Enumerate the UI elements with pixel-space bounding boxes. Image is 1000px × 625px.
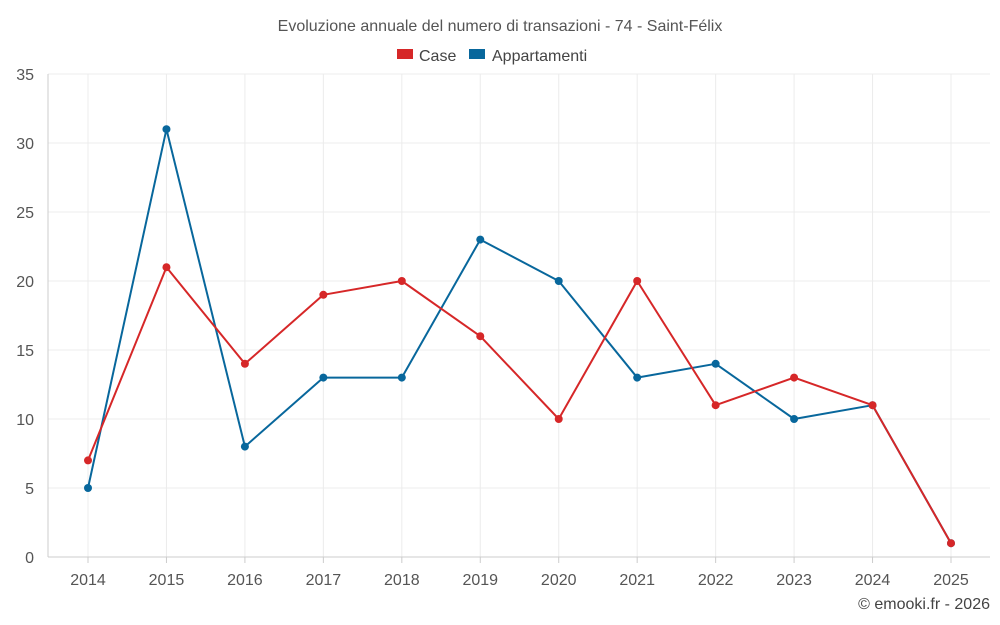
x-tick-label: 2015: [149, 572, 185, 589]
legend-label-appartamenti: Appartamenti: [492, 48, 587, 65]
data-point-case[interactable]: [947, 539, 955, 548]
x-tick-label: 2014: [70, 572, 106, 589]
data-point-case[interactable]: [554, 415, 563, 423]
data-point-appartamenti[interactable]: [711, 359, 720, 368]
x-tick-label: 2019: [462, 572, 498, 589]
grid: [48, 73, 990, 557]
data-point-appartamenti[interactable]: [476, 235, 485, 244]
y-tick-label: 25: [16, 205, 34, 222]
data-point-case[interactable]: [319, 290, 328, 299]
legend-swatch-case: [397, 49, 413, 59]
data-point-appartamenti[interactable]: [84, 484, 92, 492]
legend: Case Appartamenti: [397, 48, 587, 65]
y-tick-label: 15: [16, 343, 34, 360]
x-tick-label: 2020: [541, 572, 577, 589]
series-line-case: [87, 266, 952, 544]
data-point-appartamenti[interactable]: [790, 415, 799, 423]
x-tick-label: 2025: [933, 572, 969, 589]
y-tick-label: 20: [16, 274, 34, 291]
series: [84, 125, 955, 548]
y-tick-label: 5: [25, 481, 34, 498]
x-tick-label: 2017: [306, 572, 342, 589]
data-point-case[interactable]: [868, 401, 877, 410]
y-tick-label: 0: [25, 550, 34, 567]
data-point-appartamenti[interactable]: [319, 373, 328, 382]
data-point-appartamenti[interactable]: [240, 442, 249, 451]
x-tick-label: 2021: [619, 572, 655, 589]
legend-item-appartamenti[interactable]: Appartamenti: [469, 48, 587, 65]
data-point-case[interactable]: [162, 263, 171, 272]
x-tick-label: 2024: [855, 572, 891, 589]
x-tick-label: 2016: [227, 572, 263, 589]
data-point-case[interactable]: [476, 332, 485, 341]
credit-text: © emooki.fr - 2026: [858, 596, 990, 613]
data-point-case[interactable]: [711, 401, 720, 410]
series-case: [84, 263, 955, 548]
x-tick-label: 2023: [776, 572, 812, 589]
chart-title: Evoluzione annuale del numero di transaz…: [278, 18, 723, 35]
data-point-appartamenti[interactable]: [162, 125, 171, 134]
data-point-appartamenti[interactable]: [397, 373, 406, 382]
data-point-appartamenti[interactable]: [633, 373, 642, 382]
x-tick-label: 2018: [384, 572, 420, 589]
data-point-case[interactable]: [790, 373, 799, 382]
y-tick-label: 10: [16, 412, 34, 429]
series-line-appartamenti: [87, 128, 952, 544]
x-tick-label: 2022: [698, 572, 734, 589]
legend-swatch-appartamenti: [469, 49, 485, 59]
data-point-case[interactable]: [397, 277, 406, 285]
data-point-case[interactable]: [633, 277, 642, 285]
y-tick-label: 35: [16, 67, 34, 84]
legend-label-case: Case: [419, 48, 456, 65]
y-tick-label: 30: [16, 136, 34, 153]
data-point-case[interactable]: [240, 359, 249, 368]
data-point-case[interactable]: [84, 456, 92, 465]
series-appartamenti: [84, 125, 955, 548]
legend-item-case[interactable]: Case: [397, 48, 456, 65]
data-point-appartamenti[interactable]: [554, 277, 563, 285]
